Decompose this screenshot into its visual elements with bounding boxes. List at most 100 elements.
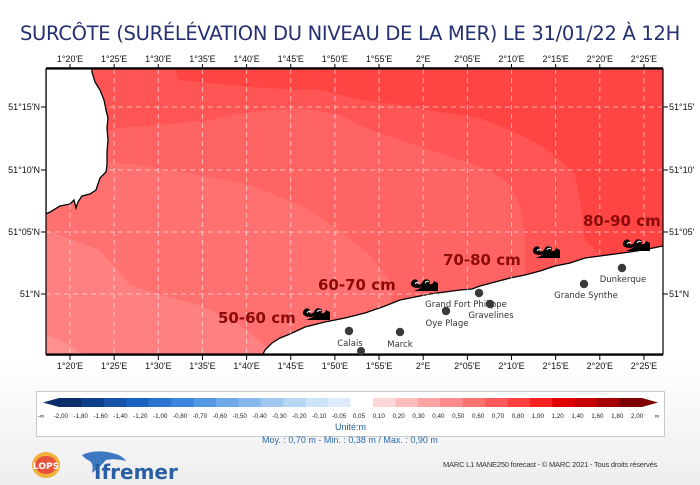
colorbar-segment: [529, 398, 553, 407]
latitude-label: 51°05': [669, 227, 695, 237]
town-marker: [395, 327, 405, 337]
town-label: Grand Fort Philippe: [425, 300, 507, 310]
colorbar-tick-label: -1,80: [74, 413, 89, 420]
colorbar-segment: [552, 398, 576, 407]
latitude-label: 51°05'N: [8, 227, 40, 237]
town-label: Grande Synthe: [554, 291, 618, 301]
longitude-label: 1°55'E: [366, 361, 392, 371]
colorbar-tick-label: -0,30: [272, 413, 287, 420]
wave-icon: [410, 279, 438, 291]
colorbar-tick-label: -1,40: [113, 413, 128, 420]
colorbar-tick-label: -0,10: [312, 413, 327, 420]
town-label: Oye Plage: [426, 319, 469, 329]
colorbar-tick-label: 0,05: [353, 413, 366, 420]
colorbar-tick-label: -1,20: [133, 413, 148, 420]
longitude-label: 2°05'E: [454, 361, 480, 371]
colorbar-segment: [619, 398, 643, 407]
colorbar-legend: -∞ -2,00 -1,80 -1,60 -1,40 -1,20 -1,00 -0,80 -0,…: [36, 391, 665, 437]
latitude-label: 51°15': [669, 102, 695, 112]
zone-label: 70-80 cm: [443, 251, 521, 269]
svg-text:LOPS: LOPS: [33, 462, 59, 472]
longitude-label: 1°35'E: [189, 54, 215, 64]
town-label: Calais: [337, 339, 363, 349]
logos: LOPS Ifremer: [32, 451, 178, 483]
zone-label: 60-70 cm: [318, 276, 396, 294]
latitude-ticks-left: 51°15'N 51°10'N 51°05'N 51°N: [8, 102, 46, 299]
latitude-ticks-right: 51°15' 51°10' 51°05' 51°N: [663, 102, 695, 299]
colorbar: -∞ -2,00 -1,80 -1,60 -1,40 -1,20 -1,00 -0,80 -0,…: [38, 398, 660, 420]
latitude-label: 51°15'N: [8, 102, 40, 112]
surge-zones: 50-60 cm 60-70 cm 70-80 cm 80-90 cm: [218, 212, 661, 327]
colorbar-tick-label: -0,50: [233, 413, 248, 420]
colorbar-tick-label: -0,80: [173, 413, 188, 420]
colorbar-tick-label: 0,30: [412, 413, 425, 420]
zone-50-60-light: [46, 335, 82, 354]
longitude-label: 2°25'E: [631, 361, 657, 371]
town-marker: [474, 288, 484, 298]
longitude-label: 1°20'E: [57, 54, 83, 64]
colorbar-segment: [171, 398, 195, 407]
longitude-label: 2°05'E: [454, 54, 480, 64]
wave-icon: [302, 308, 330, 320]
colorbar-segment: [328, 398, 351, 407]
colorbar-segment: [372, 398, 396, 407]
zone-50-60: [46, 230, 271, 354]
colorbar-segment: [260, 398, 284, 407]
town-marker: [344, 326, 354, 336]
town-marker: [579, 279, 589, 289]
colorbar-tick-label: 1,00: [532, 413, 545, 420]
colorbar-arrow-left: [43, 398, 59, 407]
colorbar-segment: [103, 398, 127, 407]
colorbar-tick-label: -∞: [38, 413, 45, 420]
latitude-label: 51°10': [669, 165, 695, 175]
unit-label: Unité:m: [334, 422, 366, 432]
graticule: [46, 69, 663, 354]
colorbar-segment: [81, 398, 105, 407]
town-marker: [441, 306, 451, 316]
colorbar-segment: [215, 398, 239, 407]
colorbar-segment: [417, 398, 441, 407]
colorbar-tick-label: -0,05: [332, 413, 347, 420]
longitude-label: 1°45'E: [278, 54, 304, 64]
colorbar-segment: [507, 398, 531, 407]
longitude-label: 2°20'E: [587, 361, 613, 371]
colorbar-tick-label: -0,60: [213, 413, 228, 420]
colorbar-tick-label: 0,60: [472, 413, 485, 420]
colorbar-segment: [395, 398, 419, 407]
longitude-label: 1°35'E: [189, 361, 215, 371]
colorbar-segment: [350, 398, 374, 407]
colorbar-tick-label: -0,20: [292, 413, 307, 420]
colorbar-tick-label: 1,60: [591, 413, 604, 420]
colorbar-segment: [238, 398, 262, 407]
longitude-ticks-bottom: 1°20'E 1°25'E 1°30'E 1°35'E 1°40'E 1°45'E 1°50…: [57, 355, 657, 371]
svg-text:Ifremer: Ifremer: [94, 460, 178, 483]
wave-icon: [622, 239, 650, 251]
longitude-label: 1°25'E: [101, 54, 127, 64]
colorbar-tick-label: -1,00: [153, 413, 168, 420]
town-marker: [485, 299, 495, 309]
longitude-label: 1°30'E: [145, 54, 171, 64]
colorbar-tick-label: -0,70: [193, 413, 208, 420]
colorbar-tick-label: -0,40: [252, 413, 267, 420]
longitude-label: 2°E: [416, 361, 431, 371]
towns: Calais Marck Oye Plage Grand Fort Philippe G…: [337, 263, 646, 355]
colorbar-segment: [574, 398, 598, 407]
longitude-label: 2°E: [416, 54, 431, 64]
longitude-label: 1°55'E: [366, 54, 392, 64]
colorbar-segment: [305, 398, 329, 407]
lops-logo: LOPS: [32, 452, 60, 478]
town-label: Marck: [387, 340, 413, 350]
longitude-label: 1°30'E: [145, 361, 171, 371]
colorbar-tick-label: 0,50: [452, 413, 465, 420]
ifremer-logo: Ifremer: [82, 451, 178, 483]
colorbar-tick-label: 0,40: [432, 413, 445, 420]
wave-icon: [532, 246, 560, 258]
colorbar-segment: [126, 398, 150, 407]
longitude-label: 2°10'E: [498, 54, 524, 64]
colorbar-tick-label: 1,80: [611, 413, 624, 420]
colorbar-tick-label: 0,70: [492, 413, 505, 420]
colorbar-segment: [283, 398, 307, 407]
colorbar-segment: [193, 398, 217, 407]
colorbar-tick-label: ∞: [655, 413, 660, 420]
latitude-label: 51°N: [669, 289, 689, 299]
